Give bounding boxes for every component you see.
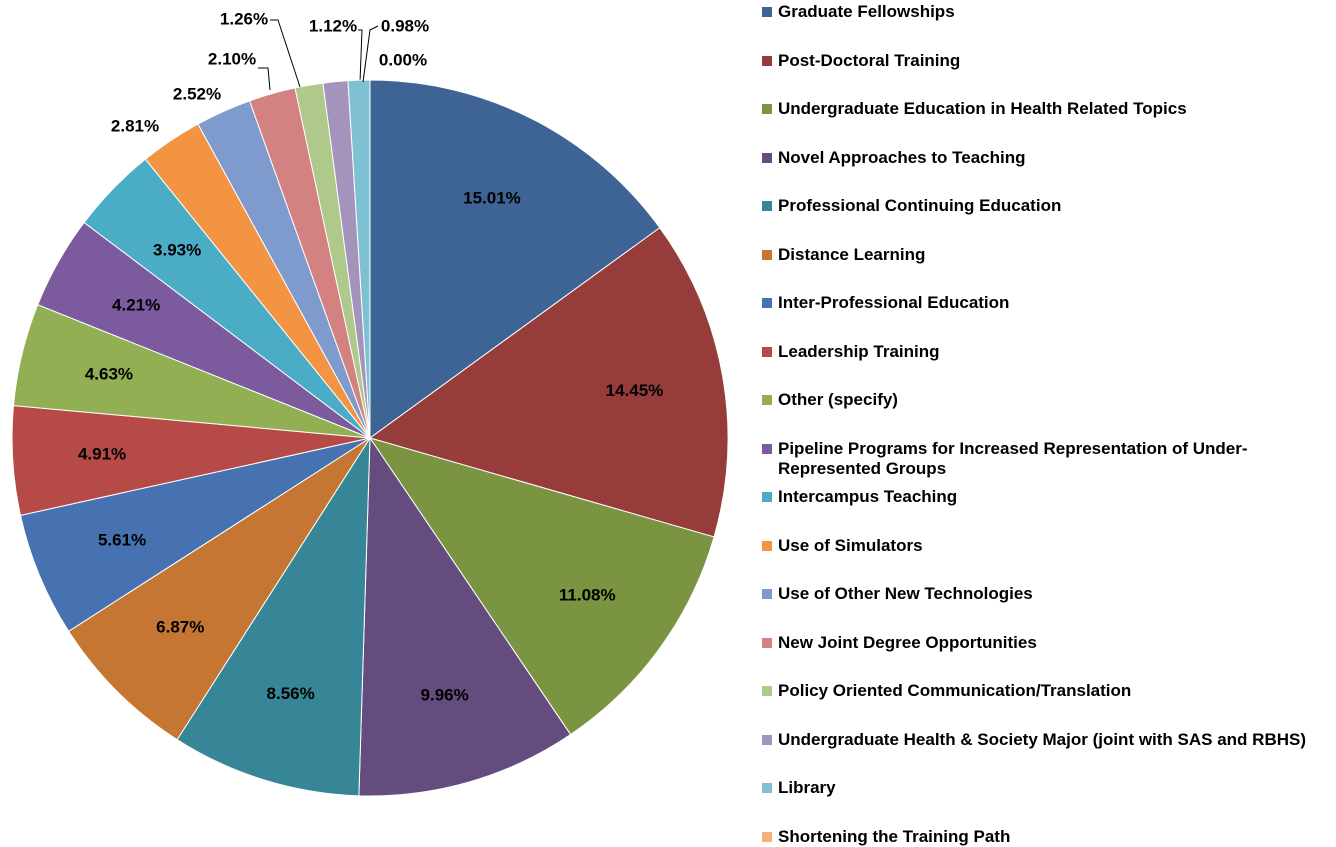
pie-slice [176, 436, 371, 797]
data-label: 5.61% [98, 531, 146, 550]
legend-swatch [762, 443, 772, 454]
legend-entry: Library [762, 778, 1322, 798]
legend-swatch [762, 298, 772, 308]
data-label: 14.45% [606, 381, 664, 400]
legend-swatch [762, 249, 772, 260]
pie-slice [368, 437, 715, 736]
legend-swatch [762, 492, 772, 502]
data-label: 0.98% [381, 16, 429, 35]
data-label: 1.26% [220, 9, 268, 28]
leader-line [258, 67, 271, 91]
legend-entry: Policy Oriented Communication/Translatio… [762, 681, 1322, 701]
data-label: 9.96% [421, 685, 469, 704]
legend-label: Post-Doctoral Training [778, 50, 961, 70]
legend-label: Inter-Professional Education [778, 293, 1010, 312]
legend-entry: Leadership Training [762, 342, 1322, 362]
data-label: 2.81% [111, 116, 159, 135]
legend-entry: Undergraduate Health & Society Major (jo… [762, 730, 1322, 750]
legend-swatch [762, 734, 772, 745]
data-label: 2.52% [173, 84, 221, 103]
legend-label: Undergraduate Health & Society Major (jo… [778, 729, 1306, 749]
legend-swatch [762, 152, 772, 163]
pie-slice [358, 436, 572, 797]
legend-label: Policy Oriented Communication/Translatio… [778, 681, 1132, 700]
legend-label: Leadership Training [778, 341, 940, 361]
legend-label: Use of Other New Technologies [778, 584, 1033, 603]
data-label: 15.01% [463, 188, 521, 207]
legend-label: Intercampus Teaching [778, 487, 958, 506]
legend-entry: Use of Other New Technologies [762, 584, 1322, 604]
pie-slice [19, 437, 371, 632]
legend-entry: Distance Learning [762, 245, 1322, 265]
legend-entry: Shortening the Training Path [762, 827, 1322, 847]
legend-swatch [762, 201, 772, 211]
legend-swatch [762, 783, 772, 793]
legend-label: Library [778, 778, 836, 797]
legend-swatch [762, 395, 772, 405]
legend-entry: Inter-Professional Education [762, 293, 1322, 313]
legend: Graduate Fellowships Post-Doctoral Traini… [762, 0, 1336, 846]
legend-label: Distance Learning [778, 244, 926, 264]
legend-label: Professional Continuing Education [778, 196, 1062, 215]
legend-label: Pipeline Programs for Increased Represen… [778, 438, 1248, 478]
data-label: 1.12% [309, 16, 357, 35]
legend-label: Use of Simulators [778, 535, 923, 555]
legend-entry: Pipeline Programs for Increased Represen… [762, 439, 1322, 479]
legend-entry: Intercampus Teaching [762, 487, 1322, 507]
legend-entry: Undergraduate Education in Health Relate… [762, 99, 1322, 119]
pie-slice [369, 79, 661, 439]
data-label: 4.21% [112, 296, 160, 315]
data-label: 0.00% [379, 50, 427, 69]
data-label: 4.91% [78, 445, 126, 464]
legend-entry: Novel Approaches to Teaching [762, 148, 1322, 168]
legend-entry: New Joint Degree Opportunities [762, 633, 1322, 653]
data-label: 3.93% [153, 241, 201, 260]
data-label: 8.56% [267, 684, 315, 703]
legend-swatch [762, 637, 772, 648]
legend-entry: Use of Simulators [762, 536, 1322, 556]
legend-label: New Joint Degree Opportunities [778, 632, 1037, 652]
legend-entry: Post-Doctoral Training [762, 51, 1322, 71]
legend-swatch [762, 7, 772, 17]
legend-entry: Graduate Fellowships [762, 2, 1322, 22]
legend-swatch [762, 55, 772, 66]
legend-label: Shortening the Training Path [778, 826, 1011, 846]
legend-swatch [762, 346, 772, 357]
legend-entry: Professional Continuing Education [762, 196, 1322, 216]
legend-label: Other (specify) [778, 390, 898, 409]
legend-swatch [762, 104, 772, 114]
legend-swatch [762, 540, 772, 551]
legend-label: Undergraduate Education in Health Relate… [778, 99, 1187, 118]
legend-label: Novel Approaches to Teaching [778, 147, 1026, 167]
legend-entry: Other (specify) [762, 390, 1322, 410]
pie-slice [368, 227, 729, 538]
pie-chart: 15.01% 14.45% 11.08% 9.96% 8.56% 6.87% 5.61% 4.… [11, 9, 729, 797]
legend-swatch [762, 686, 772, 696]
legend-label: Graduate Fellowships [778, 2, 955, 21]
data-label: 2.10% [208, 49, 256, 68]
leader-line [270, 19, 301, 88]
pie-slice [67, 437, 371, 741]
legend-swatch [762, 831, 772, 842]
data-label: 11.08% [559, 585, 616, 604]
leader-line [358, 29, 363, 83]
data-label: 6.87% [156, 617, 204, 636]
data-label: 4.63% [85, 365, 133, 384]
legend-swatch [762, 589, 772, 599]
leader-line [362, 25, 379, 83]
